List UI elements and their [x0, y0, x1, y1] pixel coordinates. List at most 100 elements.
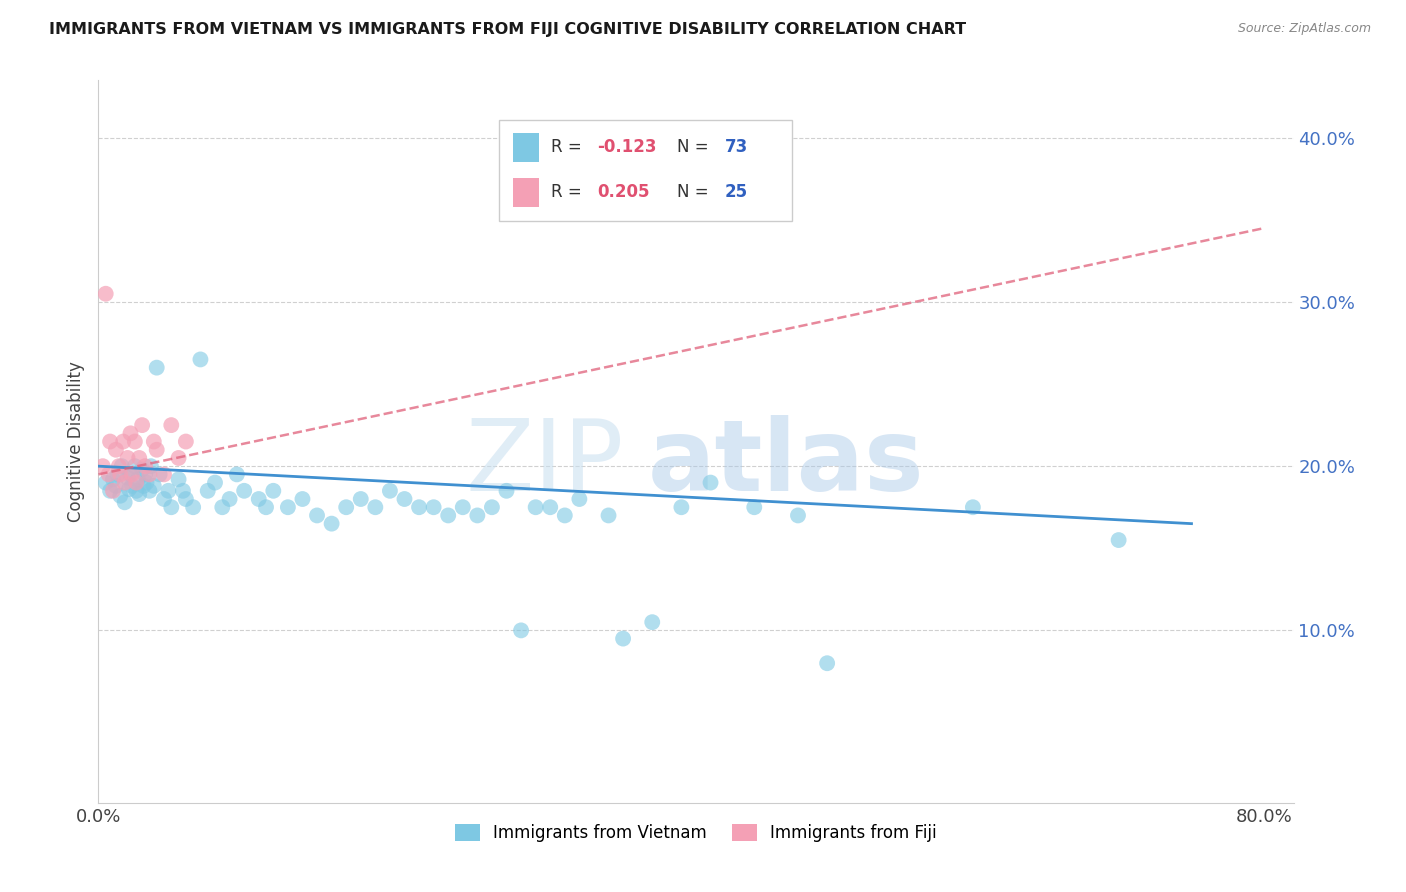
Point [211, 500, 233, 515]
Point [142, 434, 165, 449]
Point [364, 500, 387, 515]
Point [554, 508, 576, 523]
Point [962, 500, 984, 515]
Point [378, 483, 401, 498]
Point [815, 657, 838, 671]
Point [671, 500, 693, 515]
Point [233, 483, 256, 498]
Point [110, 489, 132, 503]
Point [247, 491, 270, 506]
Point [121, 467, 143, 482]
Point [254, 500, 277, 515]
Bar [513, 133, 540, 162]
Point [174, 434, 197, 449]
Point [225, 467, 247, 482]
Text: R =: R = [551, 138, 588, 156]
Point [321, 516, 343, 531]
Point [132, 479, 155, 493]
Point [142, 479, 165, 493]
Point [128, 450, 150, 465]
Point [131, 462, 153, 476]
Point [495, 483, 517, 498]
Point [125, 483, 148, 498]
Point [510, 624, 533, 638]
Text: Source: ZipAtlas.com: Source: ZipAtlas.com [1237, 22, 1371, 36]
Point [117, 470, 139, 484]
Point [139, 459, 162, 474]
Point [153, 491, 176, 506]
Point [408, 500, 430, 515]
Point [108, 459, 131, 474]
Point [145, 360, 167, 375]
Text: 0.205: 0.205 [596, 183, 650, 202]
Point [124, 434, 146, 449]
Text: atlas: atlas [648, 415, 925, 512]
Point [111, 459, 134, 474]
Point [145, 442, 167, 457]
Text: R =: R = [551, 183, 588, 202]
Point [612, 632, 634, 646]
Point [104, 442, 127, 457]
Point [641, 615, 664, 630]
Point [787, 508, 810, 523]
Point [157, 483, 180, 498]
Point [153, 467, 176, 482]
Legend: Immigrants from Vietnam, Immigrants from Fiji: Immigrants from Vietnam, Immigrants from… [449, 817, 943, 848]
FancyBboxPatch shape [499, 120, 792, 221]
Point [138, 483, 160, 498]
Point [135, 475, 157, 490]
Point [181, 500, 204, 515]
Point [101, 483, 124, 498]
Point [437, 508, 460, 523]
Point [104, 479, 127, 493]
Point [94, 475, 117, 490]
Point [160, 418, 183, 433]
Point [598, 508, 620, 523]
Point [125, 475, 148, 490]
Point [335, 500, 357, 515]
Point [121, 479, 143, 493]
Point [262, 483, 284, 498]
Point [120, 467, 142, 482]
Point [101, 472, 124, 486]
Point [98, 434, 121, 449]
Point [127, 472, 149, 486]
Point [174, 491, 197, 506]
Point [291, 491, 314, 506]
Point [172, 483, 194, 498]
Text: IMMIGRANTS FROM VIETNAM VS IMMIGRANTS FROM FIJI COGNITIVE DISABILITY CORRELATION: IMMIGRANTS FROM VIETNAM VS IMMIGRANTS FR… [49, 22, 966, 37]
Point [394, 491, 416, 506]
Bar [513, 178, 540, 207]
Point [134, 467, 156, 482]
Point [568, 491, 591, 506]
Point [167, 472, 190, 486]
Point [105, 467, 128, 482]
Text: 73: 73 [724, 138, 748, 156]
Point [91, 459, 114, 474]
Text: N =: N = [676, 183, 714, 202]
Point [481, 500, 503, 515]
Text: -0.123: -0.123 [596, 138, 657, 156]
Point [160, 500, 183, 515]
Point [524, 500, 547, 515]
Point [422, 500, 444, 515]
Point [138, 467, 160, 482]
Point [538, 500, 561, 515]
Point [218, 491, 240, 506]
Y-axis label: Cognitive Disability: Cognitive Disability [66, 361, 84, 522]
Text: ZIP: ZIP [465, 415, 624, 512]
Point [112, 434, 135, 449]
Point [467, 508, 489, 523]
Point [204, 475, 226, 490]
Point [190, 352, 212, 367]
Point [451, 500, 474, 515]
Text: N =: N = [676, 138, 714, 156]
Point [110, 467, 132, 482]
Point [1108, 533, 1130, 547]
Point [742, 500, 765, 515]
Point [114, 475, 136, 490]
Point [149, 467, 172, 482]
Point [305, 508, 328, 523]
Point [94, 286, 117, 301]
Point [277, 500, 299, 515]
